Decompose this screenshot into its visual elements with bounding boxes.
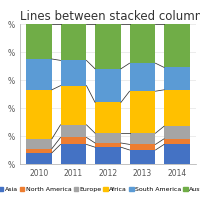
Bar: [130, 63, 155, 91]
Bar: [26, 153, 52, 164]
Bar: [164, 90, 190, 126]
Bar: [164, 67, 190, 90]
Bar: [61, 86, 86, 125]
Bar: [95, 133, 121, 143]
Bar: [130, 150, 155, 164]
Bar: [164, 126, 190, 139]
Legend: Asia, North America, Europe, Africa, South America, Australia: Asia, North America, Europe, Africa, Sou…: [0, 187, 200, 192]
Bar: [61, 144, 86, 164]
Bar: [26, 24, 52, 59]
Bar: [95, 147, 121, 164]
Bar: [26, 149, 52, 153]
Bar: [164, 139, 190, 144]
Bar: [130, 133, 155, 144]
Bar: [61, 137, 86, 144]
Bar: [61, 24, 86, 60]
Bar: [26, 59, 52, 90]
Bar: [61, 125, 86, 137]
Bar: [130, 91, 155, 133]
Bar: [61, 60, 86, 86]
Bar: [95, 69, 121, 102]
Bar: [26, 90, 52, 139]
Bar: [130, 144, 155, 150]
Bar: [26, 139, 52, 149]
Text: Lines between stacked columns: Lines between stacked columns: [20, 10, 200, 23]
Bar: [95, 24, 121, 69]
Bar: [95, 143, 121, 147]
Bar: [164, 24, 190, 67]
Bar: [130, 24, 155, 63]
Bar: [164, 144, 190, 164]
Bar: [95, 102, 121, 133]
